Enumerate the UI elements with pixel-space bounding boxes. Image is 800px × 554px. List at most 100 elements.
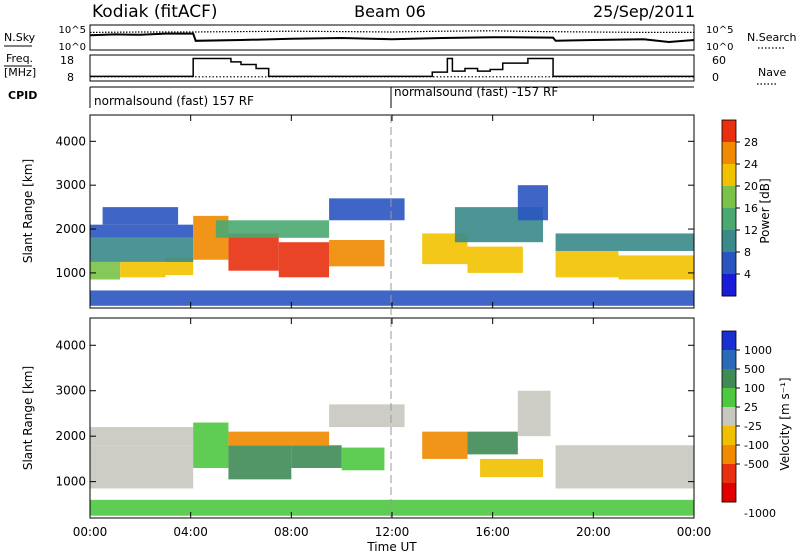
date-title: 25/Sep/2011 [593,2,695,21]
velocity-cell [329,404,405,428]
power-ytick-label: 1000 [55,266,86,280]
power-cb-swatch [722,142,736,165]
cpid-left-text: normalsound (fast) 157 RF [94,94,254,108]
power-cb-tick-label: 8 [744,246,751,259]
time-tick-label: 16:00 [475,525,510,539]
power-ylabel: Slant Range [km] [21,159,35,263]
cpid-right-text: normalsound (fast) -157 RF [394,85,558,99]
power-cb-tick-label: 20 [744,180,758,193]
time-tick-label: 12:00 [375,525,410,539]
power-cb-tick-label: 16 [744,202,758,215]
freq-tick-bottom: 8 [67,71,74,84]
power-cb-tick-label: 12 [744,224,758,237]
velocity-range-ticks: 4000 3000 2000 1000 [55,338,694,489]
velocity-cb-swatch [722,369,736,389]
velocity-cb-tick-label: 25 [744,401,758,414]
time-tick-label: 04:00 [173,525,208,539]
time-tick-label: 00:00 [677,525,712,539]
power-cb-swatch [722,120,736,143]
velocity-cell [517,390,551,437]
noise-series [89,30,695,44]
time-tick-label: 20:00 [576,525,611,539]
power-heatmap [90,185,694,306]
freq-nave-series [90,57,694,78]
velocity-cb-tick-label: -1000 [744,507,776,520]
power-cb-swatch [722,186,736,209]
velocity-cb-tick-label: -500 [744,458,769,471]
velocity-heatmap [90,390,694,516]
power-cb-label: Power [dB] [758,178,772,243]
velocity-cb-swatch [722,445,736,465]
noise-tick-left-bottom: 10^0 [59,42,86,53]
power-cell [618,255,694,280]
velocity-cb-swatch [722,464,736,484]
power-cb-swatch [722,208,736,231]
velocity-cell [90,499,694,516]
velocity-cb-swatch [722,426,736,446]
freq-unit-label: [MHz] [4,66,36,79]
velocity-cell [90,445,194,489]
power-cell [467,246,523,273]
velocity-cell [193,422,229,468]
velocity-cell [341,447,385,471]
power-cell [555,233,694,251]
power-cell [278,242,330,278]
nave-label: Nave [758,66,786,79]
nave-tick-bottom: 0 [712,71,719,84]
freq-tick-top: 18 [60,54,74,67]
velocity-cell [90,427,194,446]
power-cb-tick-label: 28 [744,136,758,149]
velocity-cb-swatch [722,483,736,503]
freq-label: Freq. [6,52,33,65]
power-cell [90,224,194,238]
velocity-cb-swatch [722,331,736,351]
power-cb-swatch [722,164,736,187]
power-cb-tick-label: 4 [744,268,751,281]
freq-panel-frame [89,54,695,82]
power-cell [329,198,405,221]
velocity-cell [480,458,543,478]
power-ytick-label: 4000 [55,134,86,148]
time-xlabel: Time UT [366,540,417,554]
noise-tick-left-top: 10^5 [59,25,86,36]
power-range-ticks: 4000 3000 2000 1000 [55,134,694,280]
velocity-cb-label: Velocity [m s⁻¹] [778,377,792,470]
velocity-ylabel: Slant Range [km] [21,366,35,470]
nsearch-label: N.Search [747,31,797,44]
station-title: Kodiak (fitACF) [92,2,218,22]
power-cell [555,250,619,278]
power-cb-swatch [722,274,736,297]
freq-line [90,57,694,78]
velocity-colorbar: 1000 500 100 25 -25 -100 -500 -1000 [721,330,776,520]
power-cell [215,220,330,238]
velocity-ytick-label: 1000 [55,475,86,489]
power-cell [228,233,279,271]
velocity-cb-swatch [722,407,736,427]
time-tick-label: 00:00 [73,525,108,539]
velocity-cb-swatch [722,388,736,408]
velocity-ytick-label: 3000 [55,384,86,398]
velocity-cb-tick-label: 1000 [744,344,772,357]
power-cell [90,261,121,280]
power-ytick-label: 2000 [55,222,86,236]
velocity-cell [467,431,518,455]
nsky-label: N.Sky [4,31,36,44]
velocity-cb-frame [721,330,737,503]
cpid-label: CPID [8,89,37,102]
time-tick-label: 08:00 [274,525,309,539]
velocity-cell [555,445,694,489]
velocity-cell [422,431,468,459]
power-cb-swatch [722,252,736,275]
noise-tick-right-bottom: 10^0 [706,42,733,53]
power-cell [90,237,194,262]
power-colorbar: 28 24 20 16 12 8 4 [721,119,758,297]
velocity-ytick-label: 2000 [55,429,86,443]
beam-title: Beam 06 [354,2,426,21]
noise-line-nsearch [89,30,694,34]
velocity-cell [291,445,342,468]
power-cell [329,240,385,267]
power-ytick-label: 3000 [55,178,86,192]
noise-line-nsky [89,32,695,44]
power-cell [90,290,694,306]
